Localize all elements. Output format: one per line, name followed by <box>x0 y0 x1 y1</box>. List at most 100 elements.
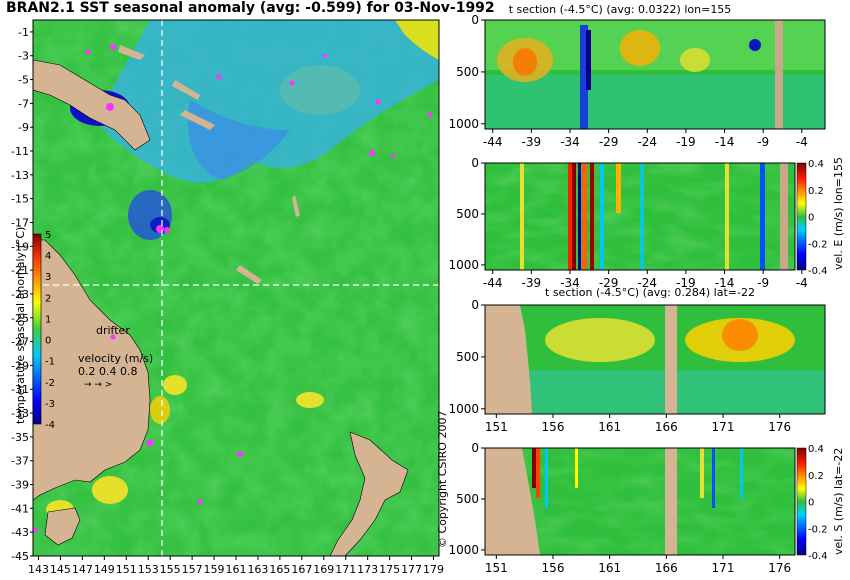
x-tick-label: -14 <box>715 276 735 290</box>
map-x-tick-labels: 143 145 147 149 151 153 155 157 159 161 163 165 167 1… <box>28 556 444 576</box>
x-tick-label: -24 <box>637 135 657 149</box>
map-y-tick-label: -19 <box>11 240 29 253</box>
map-colorbar-tick-label: 0 <box>45 336 51 347</box>
x-tick-label: -4 <box>796 135 808 149</box>
x-tick-label: 156 <box>542 420 565 434</box>
velocity-legend-values: 0.2 0.4 0.8 <box>78 365 137 378</box>
vel-e-colorbar-label: vel. E (m/s) lon=155 <box>832 157 845 270</box>
y-tick-label: 1000 <box>448 117 479 131</box>
y-tick-label: 500 <box>456 350 479 364</box>
map-y-tick-label: -33 <box>11 407 29 420</box>
new-zealand-landmass <box>329 431 409 556</box>
map-colorbar-tick-label: -1 <box>45 357 55 368</box>
tasmania-landmass <box>44 507 81 546</box>
map-y-tick-label: -41 <box>11 502 29 515</box>
map-y-tick-label: -39 <box>11 479 29 492</box>
x-tick-label: -9 <box>757 276 769 290</box>
colorbar-tick-label: -0.2 <box>808 239 828 250</box>
colorbar-tick-label: 0.4 <box>808 444 824 455</box>
x-tick-label: 171 <box>712 420 735 434</box>
cold-anomaly-north <box>95 20 439 183</box>
vel-e-colorbar <box>796 162 807 271</box>
new-caledonia <box>236 265 262 284</box>
x-tick-label: -29 <box>599 135 619 149</box>
vel-s-colorbar-ticks: 0.4 0.2 0 -0.2 -0.4 <box>808 444 828 562</box>
land-profile-west <box>485 305 532 414</box>
x-tick-label: -34 <box>560 135 580 149</box>
x-tick-label: -4 <box>796 276 808 290</box>
map-y-tick-label: -35 <box>11 431 29 444</box>
land-gap <box>775 20 783 129</box>
colorbar-tick-label: -0.4 <box>808 551 828 562</box>
velocity-legend-title: velocity (m/s) <box>78 352 153 365</box>
map-colorbar-tick-label: -3 <box>45 399 55 410</box>
map-y-tick-label: -21 <box>11 264 29 277</box>
t-section-lon-y-ticks: 0 500 1000 <box>448 13 485 131</box>
map-y-tick-label: -9 <box>18 121 29 134</box>
map-y-tick-label: -11 <box>11 145 29 158</box>
map-x-tick-label: 163 <box>247 563 268 576</box>
map-colorbar: 5 4 3 2 1 0 -1 -2 -3 -4 temperature seasonal anom… <box>14 227 55 431</box>
colorbar-tick-label: 0.2 <box>808 471 824 482</box>
x-tick-label: 156 <box>542 561 565 575</box>
map-x-tick-label: 161 <box>226 563 247 576</box>
vel-e-y-ticks: 0 500 1000 <box>448 156 485 272</box>
colorbar-tick-label: 0.4 <box>808 159 824 170</box>
x-tick-label: 166 <box>655 561 678 575</box>
warm-anomaly-ne <box>395 20 439 60</box>
vel-e-x-ticks: -44 -39 -34 -29 -24 -19 -14 -9 -4 <box>483 270 808 290</box>
y-tick-label: 1000 <box>448 402 479 416</box>
t-section-lon-panel: t section (-4.5°C) (avg: 0.0322) lon=155… <box>448 3 826 149</box>
x-tick-label: -29 <box>599 276 619 290</box>
map-colorbar-tick-label: 1 <box>45 314 51 325</box>
solomon-islands <box>180 110 215 130</box>
warm-eddy <box>163 375 187 395</box>
map-x-tick-label: 147 <box>72 563 93 576</box>
map-colorbar-tick-label: 5 <box>45 230 51 241</box>
t-section-lat-title: t section (-4.5°C) (avg: 0.284) lat=-22 <box>545 286 755 299</box>
map-y-tick-label: -15 <box>11 193 29 206</box>
map-y-tick-label: -5 <box>18 74 29 87</box>
t-section-lon-title: t section (-4.5°C) (avg: 0.0322) lon=155 <box>509 3 732 16</box>
map-x-tick-label: 157 <box>182 563 203 576</box>
x-tick-label: -14 <box>715 135 735 149</box>
map-x-tick-label: 179 <box>423 563 444 576</box>
y-tick-label: 0 <box>471 298 479 312</box>
map-y-tick-label: -43 <box>11 526 29 539</box>
map-colorbar-tick-label: -4 <box>45 420 55 431</box>
map-y-tick-label: -7 <box>18 97 29 110</box>
colorbar-tick-label: 0 <box>808 498 814 509</box>
vel-s-x-ticks: 151 156 161 166 171 176 <box>485 555 791 575</box>
x-tick-label: 161 <box>598 420 621 434</box>
x-tick-label: 166 <box>655 420 678 434</box>
map-y-tick-label: -25 <box>11 312 29 325</box>
vel-e-panel: 0.4 0.2 0 -0.2 -0.4 vel. E (m/s) lon=155 -44… <box>448 156 845 290</box>
x-tick-label: -19 <box>676 276 696 290</box>
t-section-lat-panel: t section (-4.5°C) (avg: 0.284) lat=-22 … <box>448 286 826 434</box>
drifter-legend-label: drifter <box>96 324 130 337</box>
vel-e-colorbar-ticks: 0.4 0.2 0 -0.2 -0.4 <box>808 159 828 277</box>
x-tick-label: -34 <box>560 276 580 290</box>
map-y-tick-label: -17 <box>11 216 29 229</box>
x-tick-label: -39 <box>522 135 542 149</box>
map-y-tick-label: -31 <box>11 383 29 396</box>
y-tick-label: 1000 <box>448 543 479 557</box>
colorbar-tick-label: -0.4 <box>808 266 828 277</box>
australia-landmass <box>33 239 151 501</box>
t-section-lon-x-ticks: -44 -39 -34 -29 -24 -19 -14 -9 -4 <box>483 129 808 149</box>
map-x-tick-label: 169 <box>313 563 334 576</box>
x-tick-label: -44 <box>483 135 503 149</box>
y-tick-label: 1000 <box>448 258 479 272</box>
t-section-lat-x-ticks: 151 156 161 166 171 176 <box>485 414 791 434</box>
map-x-tick-label: 175 <box>379 563 400 576</box>
map-colorbar-tick-label: -2 <box>45 378 55 389</box>
map-y-tick-label: -3 <box>18 50 29 63</box>
velocity-legend-arrows: → → > <box>84 380 112 390</box>
map-x-tick-label: 171 <box>335 563 356 576</box>
vel-s-panel: 0.4 0.2 0 -0.2 -0.4 vel. S (m/s) lat=-22 151… <box>448 441 845 575</box>
x-tick-label: 176 <box>768 420 791 434</box>
map-x-tick-label: 177 <box>401 563 422 576</box>
vel-s-colorbar-label: vel. S (m/s) lat=-22 <box>832 448 845 555</box>
copyright-notice: © Copyright CSIRO 2007 <box>436 411 449 548</box>
map-x-tick-label: 153 <box>138 563 159 576</box>
